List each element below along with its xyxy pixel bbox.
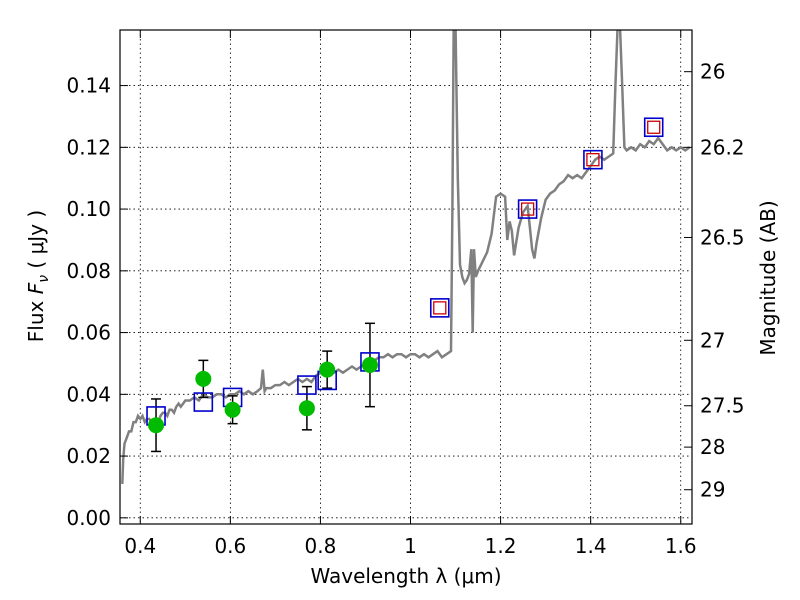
model-photometry-box xyxy=(297,375,317,395)
model-photometry-inner-box xyxy=(433,301,447,315)
observed-flux-point xyxy=(195,370,212,387)
model-photometry-boxes xyxy=(146,117,664,426)
y-tick-label: 0.08 xyxy=(66,259,111,283)
y-axis-label: Flux Fν ( μJy ) xyxy=(24,210,52,342)
model-photometry-box xyxy=(193,392,214,412)
y-tick-label: 0.02 xyxy=(66,444,111,468)
model-photometry-box xyxy=(583,149,603,170)
right-axis-label: Magnitude (AB) xyxy=(756,200,780,355)
model-photometry-inner-box xyxy=(520,202,535,216)
x-tick-label: 1.2 xyxy=(485,534,517,558)
model-photometry-inner-box xyxy=(586,153,600,167)
x-tick-label: 1 xyxy=(404,534,417,558)
plot-area xyxy=(121,30,691,484)
x-tick-label: 0.6 xyxy=(214,534,246,558)
y-tick-label: 0.06 xyxy=(66,321,111,345)
y-tick-label: 0.12 xyxy=(66,135,111,159)
y-tick-label: 0.00 xyxy=(66,506,111,530)
x-tick-label: 1.4 xyxy=(575,534,607,558)
magnitude-tick-label: 27 xyxy=(700,328,725,352)
observed-flux-point xyxy=(319,361,336,378)
observed-photometry-points xyxy=(148,356,378,434)
model-photometry-inner-box xyxy=(647,120,661,134)
y-tick-labels: 0.00 0.02 0.04 0.06 0.08 0.10 0.12 0.14 xyxy=(66,74,111,530)
observed-flux-point xyxy=(224,401,241,418)
observed-flux-point xyxy=(361,356,378,373)
axis-ticks xyxy=(120,30,692,524)
x-tick-label: 0.8 xyxy=(305,534,337,558)
x-tick-labels: 0.4 0.6 0.8 1 1.2 1.4 1.6 xyxy=(124,534,696,558)
magnitude-tick-label: 26 xyxy=(700,60,725,84)
x-axis-label: Wavelength λ (μm) xyxy=(310,564,501,588)
y-tick-label: 0.14 xyxy=(66,74,111,98)
magnitude-tick-label: 26.5 xyxy=(700,225,745,249)
right-magnitude-tick-labels: 26 26.2 26.5 27 27.5 28 29 xyxy=(700,60,745,502)
observed-flux-point xyxy=(148,417,165,434)
observed-flux-point xyxy=(298,400,315,417)
model-photometry-box xyxy=(429,298,450,318)
magnitude-tick-label: 27.5 xyxy=(700,394,745,418)
y-tick-label: 0.10 xyxy=(66,197,111,221)
magnitude-tick-label: 28 xyxy=(700,435,725,459)
x-tick-label: 1.6 xyxy=(665,534,697,558)
y-tick-label: 0.04 xyxy=(66,382,111,406)
model-photometry-box xyxy=(643,117,664,138)
magnitude-tick-label: 26.2 xyxy=(700,135,745,159)
model-spectrum-line xyxy=(121,30,691,484)
x-tick-label: 0.4 xyxy=(124,534,156,558)
model-photometry-box xyxy=(517,199,538,219)
axes-frame xyxy=(119,29,693,525)
magnitude-tick-label: 29 xyxy=(700,478,725,502)
